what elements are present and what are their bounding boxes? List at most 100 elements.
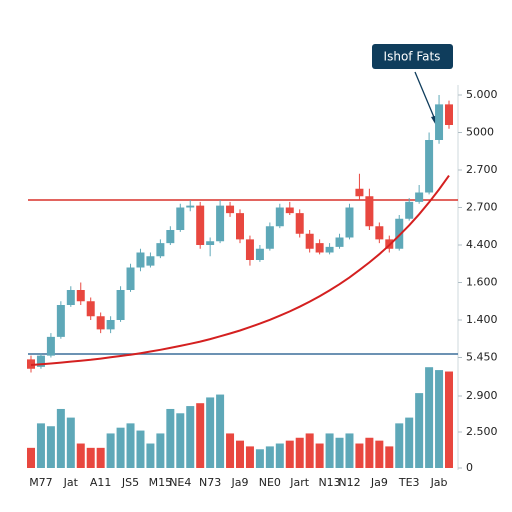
y-tick-label: 5000 [466,126,494,139]
candle-body [245,239,254,260]
annotation-box [372,44,453,69]
candle-body [395,218,404,249]
volume-bar [385,446,394,468]
volume-bar [375,440,384,468]
x-tick-label: NE0 [259,476,281,489]
volume-bar [265,446,274,468]
candle-body [315,243,324,253]
candle-body [345,207,354,238]
candle-body [36,355,45,367]
volume-bar [96,447,105,468]
candle-body [255,248,264,260]
volume-bar [216,394,225,468]
candle-body [236,213,244,240]
candle-body [445,104,453,125]
annotation-text: Ishof Fats [384,50,441,64]
x-tick-label: A11 [90,476,112,489]
x-tick-label: JS5 [121,476,139,489]
volume-bar [285,440,294,468]
x-tick-label: N73 [199,476,221,489]
candle-body [325,246,334,253]
candle-body [206,241,215,245]
candle-body [76,290,85,302]
candle-body [285,207,294,214]
volume-bar [156,433,165,468]
candle-body [216,205,225,242]
volume-bar [425,367,434,468]
volume-bar [315,443,324,468]
volume-bar [76,443,85,468]
volume-bar [166,408,175,468]
x-tick-label: NE4 [169,476,191,489]
candle-body [146,256,155,266]
volume-bar [435,370,444,468]
candle-body [66,290,75,305]
volume-bar [345,433,354,468]
volume-bar [305,433,314,468]
y-tick-label: 5.450 [466,351,498,364]
x-tick-label: Jart [289,476,310,489]
candle-body [126,267,135,290]
annotation-arrow [414,71,437,123]
volume-tick-label: 0 [466,461,473,474]
candle-body [86,301,95,317]
volume-bar [245,446,254,468]
candle-body [106,320,115,330]
candle-body [156,243,165,257]
candle-body [375,226,384,240]
x-tick-label: N12 [338,476,360,489]
volume-bar [136,430,145,468]
volume-bar [126,423,135,468]
candle-body [405,201,414,219]
y-tick-label: 1.600 [466,276,498,289]
volume-bar [325,433,334,468]
volume-bar [275,443,284,468]
volume-bar [56,408,65,468]
candle-body [265,226,274,249]
volume-bar [66,417,75,468]
volume-bar [365,437,374,468]
x-tick-label: Jat [63,476,79,489]
volume-bar [196,403,205,468]
candle-body [415,192,424,202]
candle-body [136,252,145,268]
volume-bar [106,433,115,468]
candle-body [166,230,175,244]
candle-body [435,104,444,140]
volume-bar [176,413,185,468]
x-tick-label: TE3 [398,476,420,489]
volume-bar [146,443,155,468]
candle-body [425,140,434,193]
candle-body [116,290,125,320]
volume-bar [355,443,364,468]
candle-body [46,336,55,356]
x-tick-label: Ja9 [370,476,388,489]
volume-bar [226,433,235,468]
volume-tick-label: 2.900 [466,389,498,402]
volume-bar [116,427,125,468]
volume-bar [186,406,195,468]
candle-body [96,316,105,330]
candle-body [176,207,185,230]
volume-bar [27,447,35,468]
volume-bar [36,423,45,468]
candle-body [275,207,284,227]
x-tick-label: Jab [430,476,448,489]
candle-body [355,188,364,197]
volume-bar [86,447,95,468]
y-tick-label: 4.400 [466,238,498,251]
y-tick-label: 2.700 [466,201,498,214]
volume-bar [415,393,424,468]
volume-tick-label: 2.500 [466,425,498,438]
volume-bar [46,426,55,468]
candle-body [186,205,195,208]
candle-body [335,237,344,247]
volume-bar [206,397,215,468]
x-tick-label: Ja9 [231,476,249,489]
x-tick-label: N13 [318,476,340,489]
candle-body [365,196,374,227]
x-tick-label: M15 [149,476,173,489]
candle-body [56,305,65,337]
volume-bar [405,417,414,468]
